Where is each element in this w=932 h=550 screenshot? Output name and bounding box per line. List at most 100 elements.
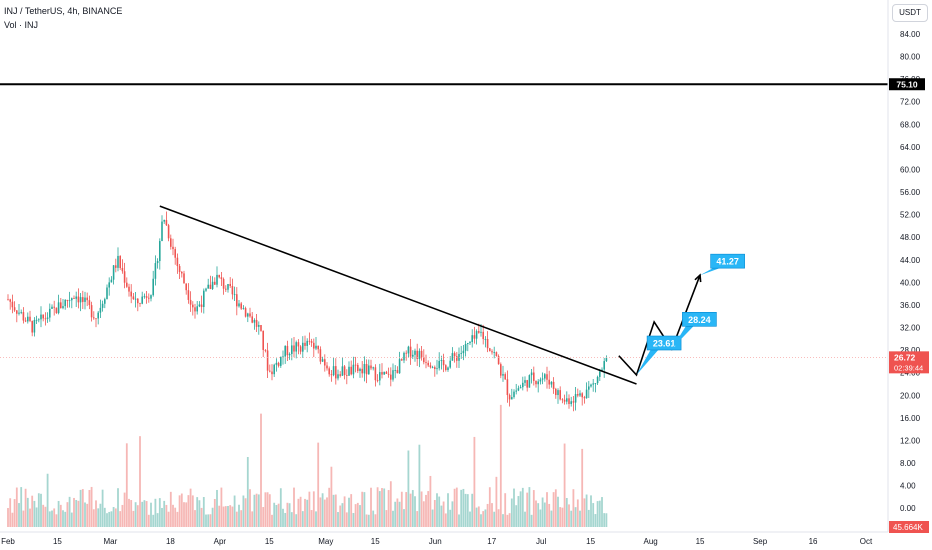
volume-bar (528, 487, 531, 527)
volume-bar (596, 501, 599, 527)
volume-bar (216, 489, 218, 527)
volume-bar (176, 511, 179, 527)
volume-bar (521, 487, 524, 527)
candle-body (464, 343, 467, 351)
volume-bar (319, 497, 322, 527)
volume-bar (449, 509, 452, 527)
callout-box[interactable] (646, 335, 682, 351)
candle-body (495, 352, 498, 357)
price-tick-label: 80.00 (900, 53, 921, 62)
candle-body (574, 394, 577, 403)
candle-body (57, 302, 60, 314)
volume-bar (374, 514, 377, 527)
volume-bar (561, 507, 564, 527)
volume-bar (539, 509, 542, 527)
volume-bar (282, 508, 284, 527)
candle-body (588, 386, 590, 390)
time-tick-label: Apr (214, 537, 227, 546)
volume-bar (405, 492, 408, 527)
volume-bar (495, 476, 498, 527)
candle-body (251, 316, 253, 323)
volume-bar (26, 497, 29, 527)
volume-bar (455, 487, 458, 527)
candle-body (16, 310, 18, 314)
candle-body (60, 302, 62, 309)
volume-bar (603, 513, 606, 527)
candle-body (405, 352, 407, 354)
volume-bar (559, 507, 562, 527)
volume-bar (253, 494, 256, 527)
volume-bar (504, 493, 507, 527)
candle-body (596, 376, 599, 384)
time-tick-label: 17 (487, 537, 496, 546)
volume-bar (260, 413, 262, 527)
candle-body (594, 383, 597, 384)
candle-body (486, 338, 489, 349)
trendline[interactable] (159, 205, 637, 385)
volume-bar (548, 503, 551, 527)
price-axis[interactable]: 84.0080.0076.0072.0068.0064.0060.0056.00… (887, 0, 929, 533)
candle-body (497, 356, 500, 365)
bar-countdown-label: 02:39:44 (894, 363, 923, 372)
candle-body (167, 225, 170, 239)
volume-bar (44, 506, 47, 527)
volume-bar (224, 506, 227, 527)
volume-bar (81, 489, 84, 527)
candle-body (592, 383, 594, 385)
candle-body (550, 381, 553, 385)
volume-bar (202, 497, 205, 527)
candle-body (128, 286, 130, 292)
volume-bar (31, 495, 34, 527)
price-tick-label: 20.00 (900, 391, 921, 400)
callout-box[interactable] (682, 311, 717, 327)
candle-body (605, 357, 608, 362)
volume-bar (431, 509, 434, 527)
candle-body (66, 299, 69, 301)
time-axis[interactable]: Feb 15 Mar 18 Apr 15 May 15 Jun 17 Jul 15 Aug 15 Sep 16… (0, 531, 888, 546)
candle-body (504, 374, 506, 380)
price-tick-label: 60.00 (900, 165, 921, 174)
volume-bar (191, 495, 194, 527)
volume-bar (35, 507, 38, 527)
volume-bar (350, 494, 353, 527)
candle-body (449, 360, 451, 368)
volume-bar (605, 513, 608, 527)
candle-body (502, 374, 504, 376)
candle-body (13, 307, 16, 311)
volume-bar (97, 508, 100, 527)
candle-body (233, 294, 236, 296)
candle-body (537, 381, 539, 385)
volume-bar (376, 487, 379, 527)
candle-body (524, 380, 526, 383)
currency-selector[interactable]: USDT (892, 4, 928, 22)
callout-box[interactable] (710, 253, 745, 269)
volume-bar (506, 514, 509, 527)
volume-bar (587, 509, 590, 527)
candle-body (40, 314, 42, 320)
candle-body (401, 359, 403, 361)
volume-bar (117, 488, 119, 527)
candle-body (284, 345, 286, 357)
candle-body (310, 341, 313, 343)
volume-bar (328, 487, 331, 527)
volume-bar (315, 511, 317, 527)
candle-body (530, 372, 533, 376)
candle-body (412, 354, 414, 357)
volume-bar (484, 509, 487, 527)
volume-bar (341, 503, 344, 527)
volume-bar (400, 491, 403, 527)
volume-bar (152, 514, 155, 527)
level-price-tag (889, 78, 925, 91)
candle-body (478, 331, 480, 333)
candle-body (20, 312, 22, 313)
candle-body (423, 357, 425, 363)
candle-body (79, 297, 82, 303)
candle-body (55, 307, 58, 314)
volume-bar (279, 488, 282, 527)
candle-body (313, 342, 315, 349)
volume-bar (141, 501, 144, 527)
volume-bar (174, 507, 177, 527)
candle-body (343, 366, 346, 376)
volume-bar (48, 511, 51, 527)
